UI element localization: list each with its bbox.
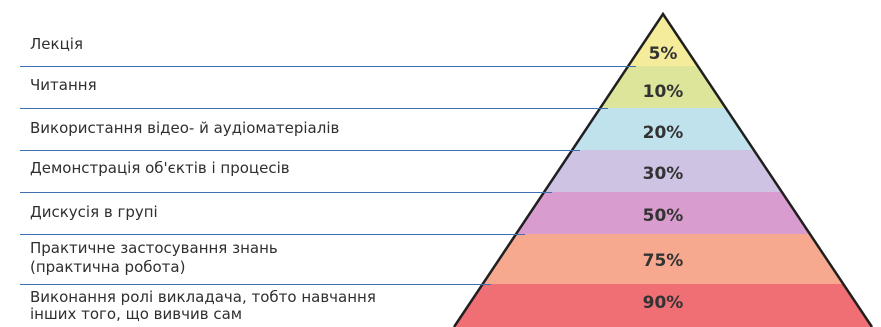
separator-line	[20, 192, 552, 193]
level-value-audiovisual: 20%	[642, 123, 684, 143]
pyramid-outline	[452, 11, 874, 327]
separator-line	[20, 284, 491, 285]
separator-line	[20, 234, 525, 235]
level-value-practice: 75%	[642, 251, 684, 271]
level-label-practice-note: (практична робота)	[30, 258, 186, 276]
level-label-practice: Практичне застосування знань	[30, 239, 278, 257]
level-value-demonstration: 30%	[642, 164, 684, 184]
separator-line	[20, 150, 580, 151]
pyramid-band-teaching	[454, 284, 872, 327]
pyramid-band-discussion	[516, 192, 810, 234]
level-label-audiovisual: Використання відео- й аудіоматеріалів	[30, 119, 340, 137]
pyramid-band-audiovisual	[572, 108, 754, 150]
pyramid-band-lecture	[628, 14, 698, 66]
pyramid-band-demonstration	[544, 150, 782, 192]
separator-line	[20, 108, 608, 109]
level-value-teaching: 90%	[642, 293, 684, 313]
level-label-reading: Читання	[30, 76, 97, 94]
separator-line	[20, 66, 636, 67]
level-value-lecture: 5%	[648, 44, 678, 64]
pyramid-band-practice	[482, 234, 844, 284]
level-label-lecture: Лекція	[30, 35, 83, 53]
level-value-reading: 10%	[642, 82, 684, 102]
level-label-teaching: Виконання ролі викладача, тобто навчання	[30, 288, 376, 306]
level-label-discussion: Дискусія в групі	[30, 203, 158, 221]
level-label-teaching-note: інших того, що вивчив сам	[30, 305, 243, 323]
level-label-demonstration: Демонстрація об'єктів і процесів	[30, 159, 290, 177]
pyramid-band-reading	[600, 66, 726, 108]
level-value-discussion: 50%	[642, 206, 684, 226]
